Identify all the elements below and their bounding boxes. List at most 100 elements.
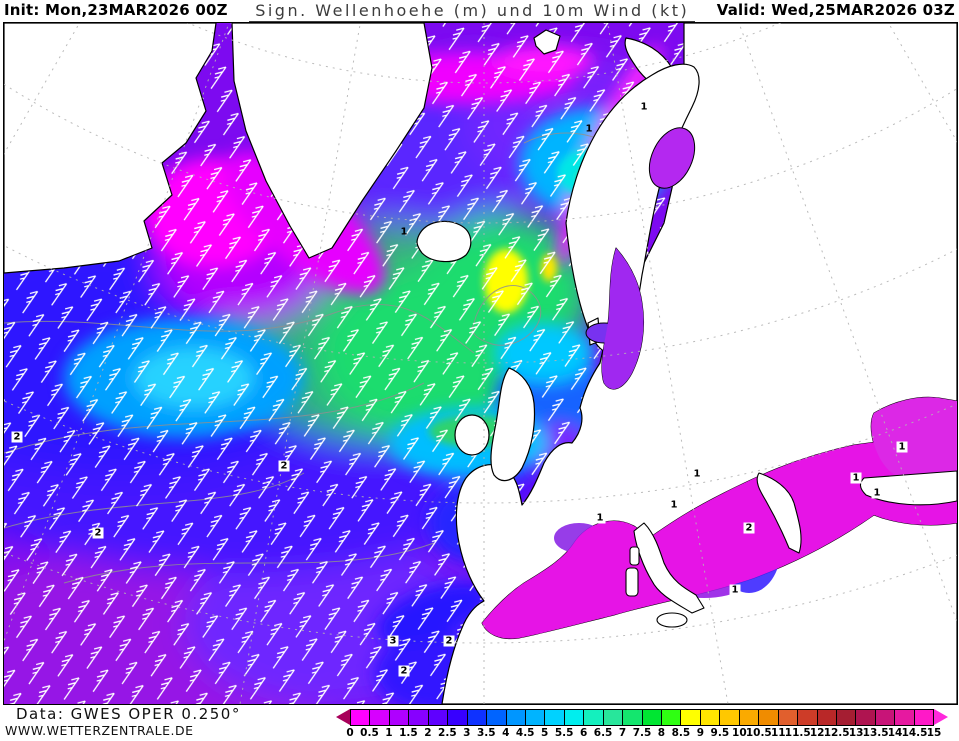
colorbar-tick-label: 5 [541,727,549,739]
header: Init: Mon,23MAR2026 00Z Sign. Wellenhoeh… [0,0,959,22]
colorbar-cell [681,710,701,725]
land-sicily [656,612,688,628]
colorbar-tick-label: 9.5 [710,727,730,739]
colorbar-cell [875,710,896,725]
contour-label: 2 [11,431,23,443]
map-title: Sign. Wellenhoehe (m) und 10m Wind (kt) [249,1,696,22]
colorbar-cell [623,710,643,725]
colorbar-cell [370,710,390,725]
contour-label: 1 [594,512,606,524]
colorbar-tick-label: 11 [770,727,786,739]
colorbar-cell [389,710,410,725]
land-svalbard [533,29,561,55]
colorbar-tick-label: 3.5 [476,727,496,739]
land-corsica [629,546,640,566]
colorbar-cell [351,710,371,725]
colorbar-cell [409,710,429,725]
website-label: WWW.WETTERZENTRALE.DE [5,723,194,738]
land-canada [4,23,217,274]
colorbar-cell [506,710,526,725]
colorbar-cell [836,710,857,725]
colorbar-tick-label: 6.5 [593,727,613,739]
colorbar-cell [662,710,682,725]
colorbar-tick-label: 4.5 [515,727,535,739]
legend-tick-labels: 0 0.5 1 1.5 2 2.5 3 3.5 4 4.5 5 5.5 6 6.5 7 7.5 8 8.5 9 9.5… [346,727,941,740]
colorbar-tick-label: 12 [809,727,825,739]
colorbar-tick-label: 0 [346,727,354,739]
colorbar-cell [525,710,546,725]
contour-label: 1 [691,468,703,480]
colorbar-tick-label: 3 [463,727,471,739]
legend-cells [350,709,934,726]
colorbar-tick-label: 7.5 [632,727,652,739]
map-canvas [4,23,957,704]
contour-label: 2 [443,635,455,647]
contour-label: 1 [729,584,741,596]
colorbar-tick-label: 2.5 [438,727,457,739]
colorbar-cell [584,710,604,725]
legend-right-arrow [934,709,948,725]
mediterranean-lands [625,470,957,628]
colorbar-cell [856,710,876,725]
land-italy [633,522,705,614]
spot-value-label: 1 [640,101,648,113]
colorbar-tick-label: 12.5 [823,727,850,739]
land-balkans-greece [756,472,802,554]
colorbar-tick-label: 9 [696,727,705,739]
init-time-label: Init: Mon,23MAR2026 00Z [4,1,228,19]
colorbar-tick-label: 8.5 [671,727,691,739]
colorbar-cell [545,710,565,725]
colorbar-cell [759,710,779,725]
colorbar-tick-label: 1 [385,727,393,739]
colorbar-cell [564,710,585,725]
colorbar-tick-label: 4 [502,727,510,739]
colorbar-tick-label: 14 [887,727,903,739]
credits: Data: GWES OPER 0.250° WWW.WETTERZENTRAL… [5,705,241,738]
contour-label: 1 [850,472,862,484]
colorbar-tick-label: 13 [848,727,864,739]
legend-bar [336,709,948,726]
colorbar-cell [642,710,662,725]
land-great-britain [490,367,536,482]
valid-time-label: Valid: Wed,25MAR2026 03Z [716,1,955,19]
colorbar-tick-label: 8 [657,727,666,739]
colorbar-tick-label: 1.5 [399,727,418,739]
land-iceland [416,220,472,263]
contour-label: 2 [398,665,410,677]
colorbar-tick-label: 0.5 [360,727,379,739]
contour-label: 1 [896,441,908,453]
colorbar-cell [700,710,721,725]
data-source-label: Data: GWES OPER 0.250° [16,705,241,723]
colorbar-tick-label: 11.5 [784,727,811,739]
colorbar-cell [739,710,760,725]
contour-label: 3 [387,635,399,647]
contour-label: 2 [743,522,755,534]
colorbar-tick-label: 10.5 [745,727,772,739]
colorbar-cell [603,710,624,725]
footer: Data: GWES OPER 0.250° WWW.WETTERZENTRAL… [0,705,959,741]
colorbar-cell [817,710,837,725]
colorbar-tick-label: 6 [579,727,588,739]
colorbar-tick-label: 13.5 [862,727,889,739]
colorbar-tick-label: 7 [618,727,627,739]
colorbar-cell [467,710,488,725]
contour-label: 1 [871,487,883,499]
contour-label: 2 [92,527,104,539]
spot-value-label: 1 [400,226,408,238]
colorbar-tick-label: 5.5 [554,727,574,739]
graticule [4,23,957,704]
spot-value-label: 1 [585,123,593,135]
land-ireland [454,414,490,456]
colorbar-cell [914,710,934,725]
colorbar-tick-label: 2 [424,727,432,739]
colorbar-tick-label: 14.5 [901,727,928,739]
colorbar-cell [895,710,915,725]
colorbar-tick-label: 15 [926,727,942,739]
colorbar-tick-label: 10 [732,727,747,739]
contour-label: 1 [668,499,680,511]
wave-height-legend: 0 0.5 1 1.5 2 2.5 3 3.5 4 4.5 5 5.5 6 6.5 7 7.5 8 8.5 9 9.5… [336,709,948,740]
white-sea [648,127,696,189]
colorbar-cell [798,710,818,725]
